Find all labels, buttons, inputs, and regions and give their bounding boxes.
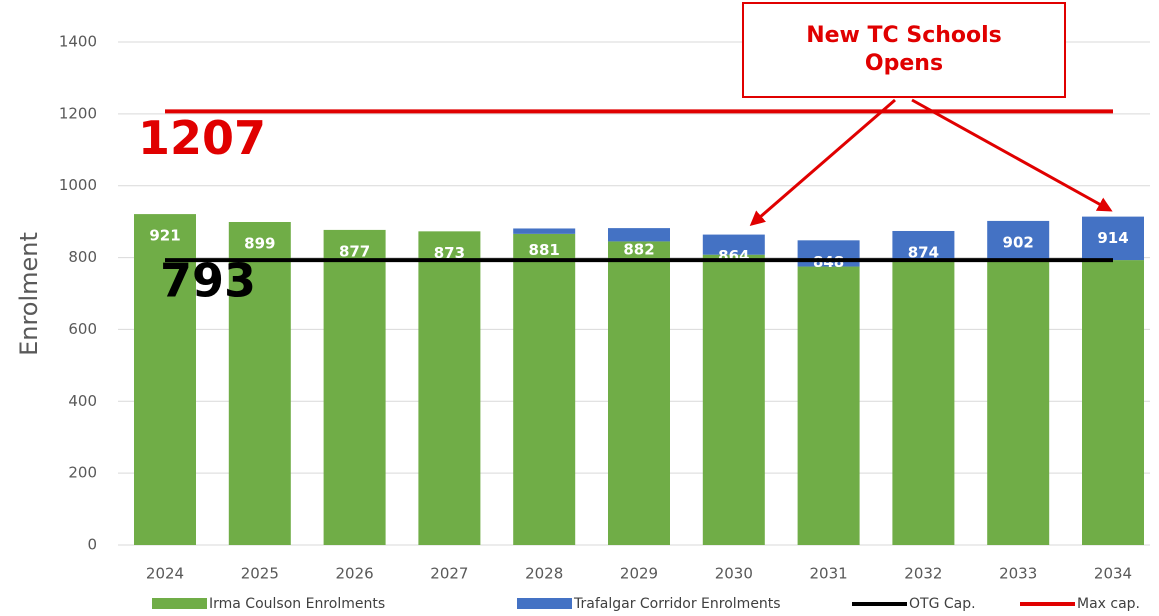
x-tick-label: 2026 <box>336 565 374 583</box>
y-tick-label: 1200 <box>59 104 97 122</box>
arrow <box>749 98 896 226</box>
y-tick-label: 1400 <box>59 33 97 51</box>
legend-label: Trafalgar Corridor Enrolments <box>573 596 781 612</box>
x-tick-label: 2027 <box>430 565 468 583</box>
x-tick-label: 2031 <box>810 565 848 583</box>
reference-value: 793 <box>160 254 256 308</box>
total-label: 874 <box>908 243 939 261</box>
total-label: 902 <box>1003 233 1034 251</box>
bar-segment <box>1082 260 1144 545</box>
x-tick-label: 2028 <box>525 565 563 583</box>
legend-label: Max cap. <box>1077 596 1140 612</box>
total-label: 914 <box>1097 229 1128 247</box>
total-label: 921 <box>149 227 180 245</box>
bar-segment <box>892 259 955 545</box>
bar-segment <box>608 228 670 242</box>
legend-swatch <box>152 598 207 609</box>
bar-segment <box>892 230 955 260</box>
y-axis-title: Enrolment <box>15 232 43 356</box>
total-label: 899 <box>244 235 275 253</box>
x-tick-label: 2029 <box>620 565 658 583</box>
x-tick-label: 2030 <box>715 565 753 583</box>
bar-segment <box>987 220 1050 260</box>
bar-segment <box>513 228 576 234</box>
y-tick-label: 400 <box>68 392 97 410</box>
total-label: 882 <box>623 241 654 259</box>
x-tick-label: 2033 <box>999 565 1037 583</box>
bar-segment <box>702 254 765 545</box>
y-tick-label: 1000 <box>59 176 97 194</box>
bar-segment <box>418 231 481 545</box>
total-label: 864 <box>718 247 749 265</box>
x-tick-label: 2032 <box>904 565 942 583</box>
bar-segment <box>987 259 1050 545</box>
bar-segment <box>608 241 670 545</box>
arrow <box>911 98 1113 212</box>
legend-label: OTG Cap. <box>909 596 976 612</box>
total-label: 881 <box>529 241 560 259</box>
bar-segment <box>513 233 576 545</box>
legend-swatch <box>517 598 572 609</box>
bar-segment <box>1082 216 1144 261</box>
x-tick-label: 2025 <box>241 565 279 583</box>
reference-value: 1207 <box>138 111 266 165</box>
bar-segment <box>702 234 765 255</box>
bar-segment <box>797 240 860 267</box>
bar-segment <box>134 214 196 546</box>
y-tick-label: 200 <box>68 464 97 482</box>
y-tick-label: 600 <box>68 320 97 338</box>
total-label: 877 <box>339 242 370 260</box>
bar-segment <box>797 266 860 545</box>
total-label: 873 <box>434 244 465 262</box>
bar-segment <box>323 229 386 545</box>
y-tick-label: 800 <box>68 248 97 266</box>
legend-label: Irma Coulson Enrolments <box>209 596 385 612</box>
bar-segment <box>228 222 291 545</box>
y-tick-label: 0 <box>87 536 97 554</box>
x-tick-label: 2024 <box>146 565 184 583</box>
annotation: New TC Schools Opens <box>742 2 1066 98</box>
x-tick-label: 2034 <box>1094 565 1132 583</box>
